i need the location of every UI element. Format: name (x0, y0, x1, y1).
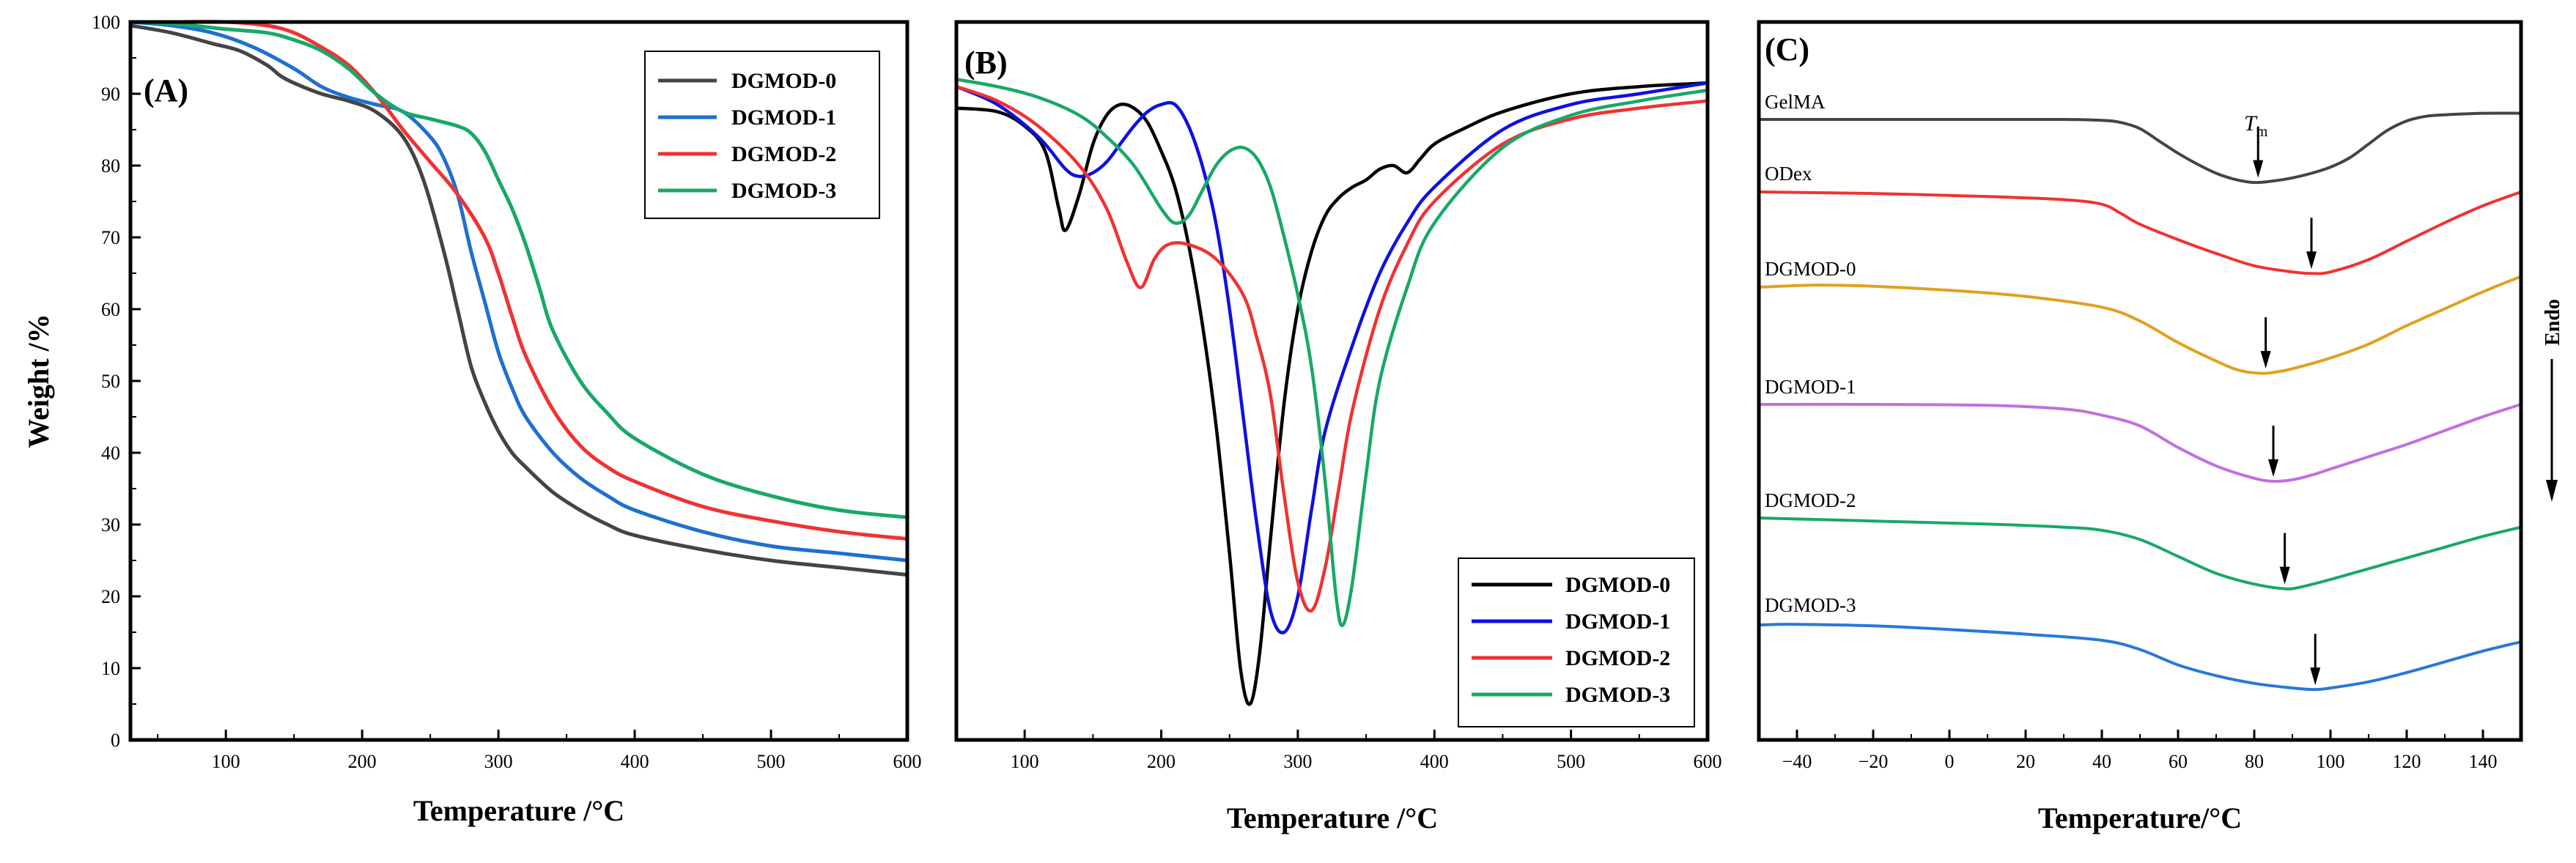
panel-c-x-ticks: −40 −20 0 20 40 60 80 100 120 140 (1758, 730, 2522, 772)
panel-c-endo-label: Endo (2542, 299, 2564, 346)
panel-a-legend-label-dgmod-3: DGMOD-3 (731, 179, 836, 203)
panel-c-label-dgmod-0: DGMOD-0 (1765, 258, 1856, 280)
panel-a-y-tick-label: 10 (101, 658, 120, 679)
panel-c-curve-dgmod-2 (1758, 516, 2522, 590)
panel-c-x-tick-label: −40 (1782, 751, 1812, 772)
panel-a-curve-dgmod-2 (130, 20, 908, 541)
panel-b-legend-label-dgmod-0: DGMOD-0 (1565, 573, 1670, 597)
panel-c-x-tick-label: 40 (2092, 751, 2111, 772)
panel-a-y-tick-label: 60 (101, 299, 120, 320)
panel-c-label: (C) (1765, 32, 1809, 67)
panel-c-label-dgmod-2: DGMOD-2 (1765, 489, 1856, 511)
panel-a-curve-dgmod-0 (130, 23, 908, 577)
panel-c-x-tick-label: 20 (2016, 751, 2035, 772)
panel-a-y-tick-label: 40 (101, 442, 120, 464)
panel-c-x-tick-label: 60 (2169, 751, 2188, 772)
panel-a-x-tick-label: 200 (348, 751, 377, 772)
panel-c-tm-arrow-head-dgmod-0 (2260, 351, 2271, 369)
panel-a-x-tick-label: 300 (484, 751, 513, 772)
panel-a-x-tick-label: 100 (212, 751, 240, 772)
panel-c-curve-odex (1758, 190, 2522, 275)
panel-a-y-tick-label: 20 (101, 586, 120, 607)
panel-b-label: (B) (964, 45, 1008, 81)
panel-b-legend-label-dgmod-3: DGMOD-3 (1565, 683, 1670, 707)
panel-a-label: (A) (144, 73, 188, 108)
panel-c-label-odex: ODex (1765, 163, 1812, 185)
panel-a-legend: DGMOD-0 DGMOD-1 DGMOD-2 DGMOD-3 (644, 51, 880, 219)
panel-a-curve-dgmod-1 (130, 20, 908, 563)
panel-c-x-tick-label: 80 (2245, 751, 2264, 772)
panel-b-x-axis-title: Temperature /°C (1227, 801, 1438, 834)
panel-b-legend-label-dgmod-1: DGMOD-1 (1565, 610, 1670, 634)
panel-b-x-tick-label: 400 (1420, 751, 1449, 772)
panel-c: −40 −20 0 20 40 60 80 100 120 140 (C) Temperature… (1757, 20, 2564, 834)
panel-c-x-tick-label: 140 (2469, 751, 2498, 772)
panel-b-curve-dgmod-3 (956, 78, 1708, 628)
panel-a-legend-label-dgmod-1: DGMOD-1 (731, 105, 836, 130)
panel-c-x-tick-label: 0 (1945, 751, 1955, 772)
panel-a-y-tick-label: 0 (111, 730, 120, 751)
panel-b-x-tick-label: 300 (1283, 751, 1312, 772)
panel-b-x-tick-label: 500 (1557, 751, 1585, 772)
panel-b-curves (956, 78, 1708, 706)
panel-a-x-tick-label: 600 (893, 751, 922, 772)
panel-b-curve-dgmod-2 (956, 85, 1708, 613)
panel-c-tm-arrow-head-dgmod-2 (2279, 566, 2290, 585)
panel-c-label-gelma: GelMA (1765, 91, 1826, 113)
panel-b-legend-label-dgmod-2: DGMOD-2 (1565, 646, 1670, 670)
panel-b-x-tick-label: 100 (1011, 751, 1039, 772)
panel-a-y-tick-label: 50 (101, 371, 120, 392)
panel-a-x-tick-label: 500 (757, 751, 786, 772)
panel-c-tm-arrow-head-dgmod-3 (2310, 667, 2321, 686)
panel-c-curves (1758, 111, 2522, 692)
panel-b: 100 200 300 400 500 600 (B) Temperature /°C D… (954, 20, 1722, 834)
panel-b-curve-dgmod-1 (956, 81, 1708, 634)
panel-c-curve-gelma (1759, 111, 2522, 185)
panel-b-x-tick-label: 200 (1147, 751, 1176, 772)
panel-c-tm-arrow-head-gelma (2253, 160, 2264, 178)
panel-a-x-tick-label: 400 (621, 751, 649, 772)
panel-c-x-axis-title: Temperature/°C (2038, 801, 2242, 834)
panel-a: 100 200 300 400 500 600 0 10 20 30 40 50 60 70 80 90 10… (22, 12, 922, 827)
panel-c-label-dgmod-3: DGMOD-3 (1765, 594, 1856, 616)
panel-b-x-ticks: 100 200 300 400 500 600 (1011, 730, 1722, 772)
panel-b-frame (954, 20, 1710, 742)
panel-c-tm-arrow-head-dgmod-1 (2268, 459, 2278, 477)
panel-a-x-axis-title: Temperature /°C (413, 794, 624, 827)
panel-a-legend-label-dgmod-0: DGMOD-0 (731, 69, 836, 93)
panel-a-y-axis-title: Weight /% (22, 314, 55, 448)
panel-a-legend-label-dgmod-2: DGMOD-2 (731, 142, 836, 166)
panel-a-curves (130, 20, 908, 577)
panel-c-tm-label: Tm (2244, 111, 2268, 140)
panel-c-curve-dgmod-3 (1758, 623, 2522, 692)
panel-c-curve-dgmod-0 (1758, 275, 2522, 375)
panel-a-y-tick-label: 100 (92, 12, 120, 33)
panel-c-x-tick-label: −20 (1859, 751, 1889, 772)
panel-b-curve-dgmod-0 (956, 81, 1708, 706)
panel-a-y-tick-label: 80 (101, 155, 120, 177)
panel-b-x-tick-label: 600 (1694, 751, 1722, 772)
panel-a-x-ticks: 100 200 300 400 500 600 (157, 730, 922, 772)
panel-c-curve-dgmod-1 (1758, 402, 2522, 484)
panel-c-tm-subscript: m (2256, 124, 2268, 140)
panel-a-y-tick-label: 30 (101, 514, 120, 536)
panel-a-y-tick-label: 70 (101, 227, 120, 248)
panel-c-x-tick-label: 100 (2317, 751, 2345, 772)
panel-c-x-tick-label: 120 (2393, 751, 2421, 772)
panel-c-tm-markers (2253, 126, 2321, 686)
panel-c-endo-arrow-head (2546, 480, 2558, 502)
panel-a-curve-dgmod-3 (130, 20, 908, 519)
panel-c-label-dgmod-1: DGMOD-1 (1765, 376, 1856, 398)
panel-c-tm-arrow-head-odex (2306, 251, 2317, 270)
panel-a-y-ticks: 0 10 20 30 40 50 60 70 80 90 100 (92, 12, 141, 751)
panel-b-legend: DGMOD-0 DGMOD-1 DGMOD-2 DGMOD-3 (1458, 558, 1695, 727)
panel-a-y-tick-label: 90 (101, 84, 120, 105)
